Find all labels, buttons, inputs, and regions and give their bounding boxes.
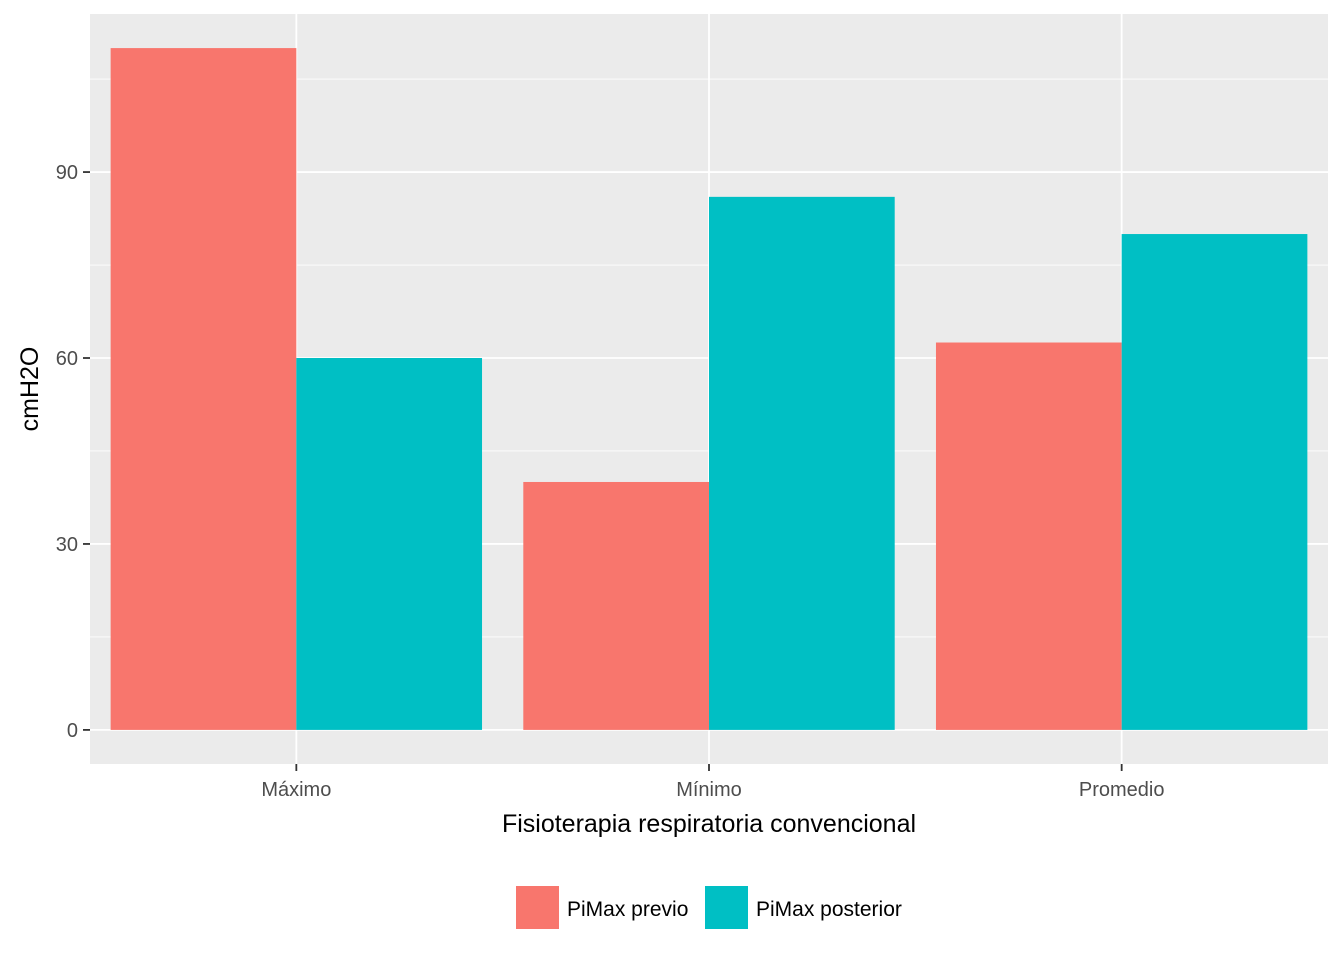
- bar: [523, 481, 709, 730]
- y-tick-label: 90: [56, 162, 78, 184]
- x-tick-label: Máximo: [261, 779, 331, 801]
- bar: [1121, 234, 1308, 730]
- bar: [709, 196, 895, 730]
- x-tick-label: Mínimo: [676, 779, 742, 801]
- legend-key: [705, 886, 748, 929]
- y-axis-title: cmH2O: [16, 347, 44, 432]
- bar: [935, 342, 1122, 730]
- legend-label: PiMax posterior: [756, 898, 902, 921]
- legend: PiMax previo PiMax posterior: [516, 886, 902, 929]
- bar: [110, 48, 297, 730]
- y-tick-label: 30: [56, 534, 78, 556]
- y-axis: 0 30 60 90: [56, 162, 90, 742]
- bar: [296, 358, 483, 730]
- x-axis: Máximo Mínimo Promedio: [261, 764, 1164, 801]
- legend-key: [516, 886, 559, 929]
- x-tick-label: Promedio: [1079, 779, 1165, 801]
- bars: [110, 48, 1308, 730]
- y-tick-label: 60: [56, 348, 78, 370]
- legend-label: PiMax previo: [567, 898, 688, 921]
- y-tick-label: 0: [67, 720, 78, 742]
- x-axis-title: Fisioterapia respiratoria convencional: [502, 810, 916, 838]
